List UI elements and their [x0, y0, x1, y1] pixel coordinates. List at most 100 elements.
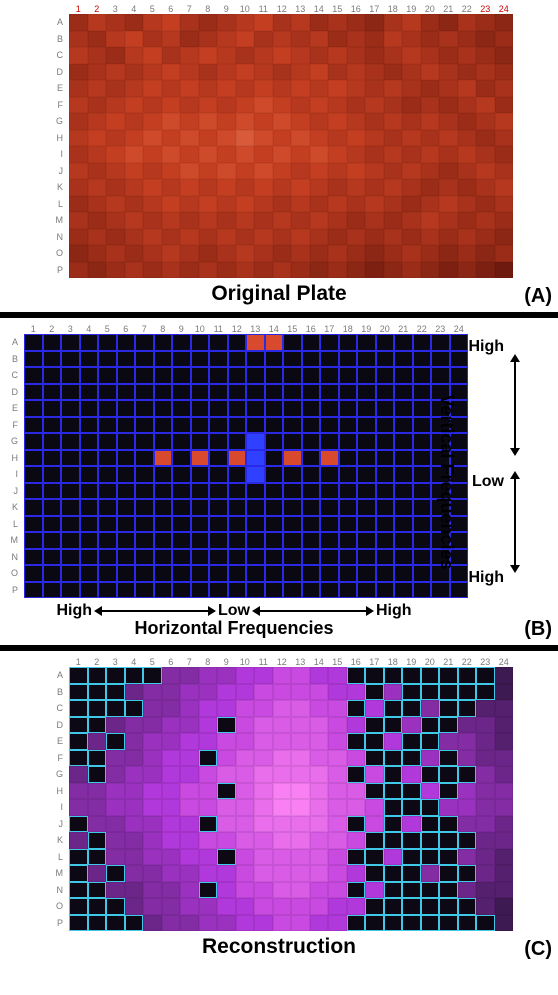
cell	[402, 80, 421, 97]
cell	[384, 882, 403, 899]
cell	[402, 733, 421, 750]
cell	[125, 832, 144, 849]
cell	[236, 179, 255, 196]
cell	[439, 832, 458, 849]
cell	[495, 130, 514, 147]
cell	[291, 700, 310, 717]
cell	[106, 196, 125, 213]
cell	[125, 667, 144, 684]
cell	[191, 400, 210, 417]
cell	[310, 31, 329, 48]
cell	[246, 417, 265, 434]
cell	[458, 733, 477, 750]
cell	[80, 582, 99, 599]
cell	[143, 212, 162, 229]
cell	[106, 80, 125, 97]
cell	[339, 400, 358, 417]
cell	[80, 466, 99, 483]
cell	[180, 816, 199, 833]
cell	[199, 700, 218, 717]
cell	[310, 733, 329, 750]
cell	[421, 97, 440, 114]
cell	[413, 400, 432, 417]
cell	[328, 196, 347, 213]
cell	[191, 466, 210, 483]
cell	[458, 915, 477, 932]
cell	[273, 684, 292, 701]
cell	[439, 113, 458, 130]
cell	[495, 816, 514, 833]
cell	[310, 766, 329, 783]
cell	[458, 47, 477, 64]
cell	[254, 113, 273, 130]
cell	[162, 865, 181, 882]
cell	[88, 750, 107, 767]
cell	[394, 417, 413, 434]
cell	[228, 582, 247, 599]
cell	[458, 684, 477, 701]
col-label: 14	[265, 324, 284, 334]
row-label: N	[0, 549, 24, 566]
cell	[43, 466, 62, 483]
cell	[273, 130, 292, 147]
cell	[228, 433, 247, 450]
cell	[476, 113, 495, 130]
cell	[199, 179, 218, 196]
cell	[347, 832, 366, 849]
cell	[476, 865, 495, 882]
cell	[365, 700, 384, 717]
cell	[254, 667, 273, 684]
cell	[162, 667, 181, 684]
row-label: J	[0, 483, 24, 500]
cell	[291, 146, 310, 163]
cell	[291, 865, 310, 882]
cell	[291, 849, 310, 866]
cell	[328, 799, 347, 816]
cell	[180, 849, 199, 866]
cell	[80, 400, 99, 417]
cell	[291, 766, 310, 783]
cell	[43, 499, 62, 516]
cell	[328, 783, 347, 800]
cell	[209, 384, 228, 401]
cell	[402, 163, 421, 180]
cell	[476, 750, 495, 767]
cell	[458, 667, 477, 684]
cell	[495, 750, 514, 767]
cell	[69, 229, 88, 246]
cell	[125, 196, 144, 213]
cell	[217, 766, 236, 783]
cell	[106, 832, 125, 849]
cell	[273, 163, 292, 180]
cell	[125, 80, 144, 97]
cell	[384, 816, 403, 833]
cell	[88, 733, 107, 750]
cell	[495, 146, 514, 163]
cell	[310, 667, 329, 684]
row-labels-b: ABCDEFGHIJKLMNOP	[0, 334, 24, 598]
cell	[365, 783, 384, 800]
cell	[254, 196, 273, 213]
cell	[217, 229, 236, 246]
cell	[69, 684, 88, 701]
cell	[125, 849, 144, 866]
cell	[236, 750, 255, 767]
cell	[384, 799, 403, 816]
cell	[69, 733, 88, 750]
cell	[273, 245, 292, 262]
cell	[476, 163, 495, 180]
cell	[402, 882, 421, 899]
cell	[302, 351, 321, 368]
col-header-b: 123456789101112131415161718192021222324	[24, 324, 468, 334]
row-label: F	[45, 750, 69, 767]
cell	[376, 565, 395, 582]
cell	[254, 898, 273, 915]
cell	[117, 582, 136, 599]
cell	[328, 750, 347, 767]
cell	[458, 816, 477, 833]
cell	[283, 466, 302, 483]
cell	[402, 832, 421, 849]
cell	[476, 212, 495, 229]
cell	[291, 113, 310, 130]
cell	[43, 516, 62, 533]
